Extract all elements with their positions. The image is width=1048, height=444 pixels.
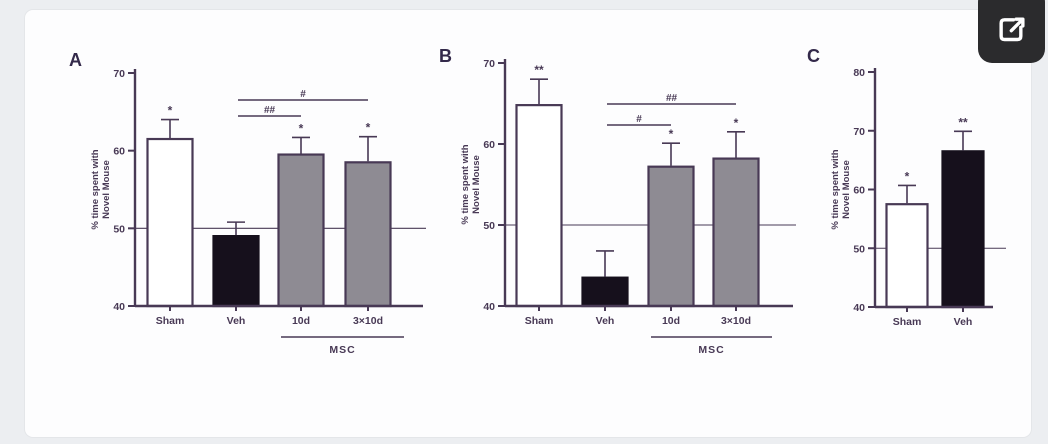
significance-marker: ** <box>534 63 544 77</box>
significance-marker: * <box>905 169 910 183</box>
y-tick-label: 70 <box>853 126 865 138</box>
y-axis-label: Novel Mouse <box>471 155 482 214</box>
panel-a: A 40 50 60 70 % time spent with Novel Mouse * Sh… <box>69 50 426 356</box>
bar-10d <box>277 153 325 308</box>
category-label: Sham <box>525 315 554 327</box>
bar-sham <box>515 104 563 308</box>
y-tick-label: 80 <box>853 67 865 79</box>
bar-10d <box>647 165 695 308</box>
bracket-label: ## <box>666 93 678 104</box>
category-label: Veh <box>596 315 615 327</box>
category-label: 10d <box>662 315 680 327</box>
y-axis-label: % time spent with <box>90 149 101 229</box>
significance-marker: ** <box>958 115 968 129</box>
external-link-icon <box>998 17 1025 42</box>
significance-marker: * <box>669 127 674 141</box>
y-axis-label: Novel Mouse <box>101 160 112 219</box>
bar-sham <box>146 137 194 308</box>
y-tick-label: 50 <box>113 223 125 235</box>
significance-marker: * <box>366 121 371 135</box>
y-tick-label: 60 <box>113 146 125 158</box>
category-label: Veh <box>954 316 973 328</box>
y-tick-label: 40 <box>113 301 125 313</box>
category-label: Sham <box>156 315 185 327</box>
bar-3×10d <box>344 161 392 308</box>
bar-3×10d <box>712 157 760 308</box>
significance-marker: * <box>168 104 173 118</box>
panel-c: C 40 50 60 70 80 % time spent with Novel Mouse *… <box>807 46 1006 328</box>
expand-button[interactable] <box>978 0 1045 63</box>
significance-marker: * <box>299 121 304 135</box>
bracket-label: # <box>636 114 642 125</box>
bar-veh <box>581 276 629 308</box>
y-axis-label: Novel Mouse <box>841 160 852 219</box>
significance-marker: * <box>734 116 739 130</box>
category-label: 10d <box>292 315 310 327</box>
y-tick-label: 60 <box>483 139 495 151</box>
category-label: 3×10d <box>721 315 751 327</box>
bracket-label: # <box>300 89 306 100</box>
category-label: 3×10d <box>353 315 383 327</box>
y-tick-label: 40 <box>853 302 865 314</box>
y-tick-label: 40 <box>483 301 495 313</box>
y-tick-label: 50 <box>853 243 865 255</box>
y-axis-label: % time spent with <box>830 149 841 229</box>
bar-sham <box>885 203 929 309</box>
panel-letter: C <box>807 46 820 66</box>
y-tick-label: 70 <box>113 68 125 80</box>
y-tick-label: 70 <box>483 58 495 70</box>
figure-card: A 40 50 60 70% time spent with Novel Mouse * Sh… <box>25 10 1031 437</box>
bracket-label: ## <box>264 105 276 116</box>
bar-veh <box>212 235 260 308</box>
y-tick-label: 50 <box>483 220 495 232</box>
y-axis-label: % time spent with <box>460 144 471 224</box>
category-label: Sham <box>893 316 922 328</box>
y-tick-label: 60 <box>853 185 865 197</box>
panel-letter: A <box>69 50 82 70</box>
category-label: Veh <box>227 315 246 327</box>
group-label: MSC <box>329 344 355 356</box>
panel-letter: B <box>439 46 452 66</box>
group-label: MSC <box>698 344 724 356</box>
bar-veh <box>941 150 985 309</box>
